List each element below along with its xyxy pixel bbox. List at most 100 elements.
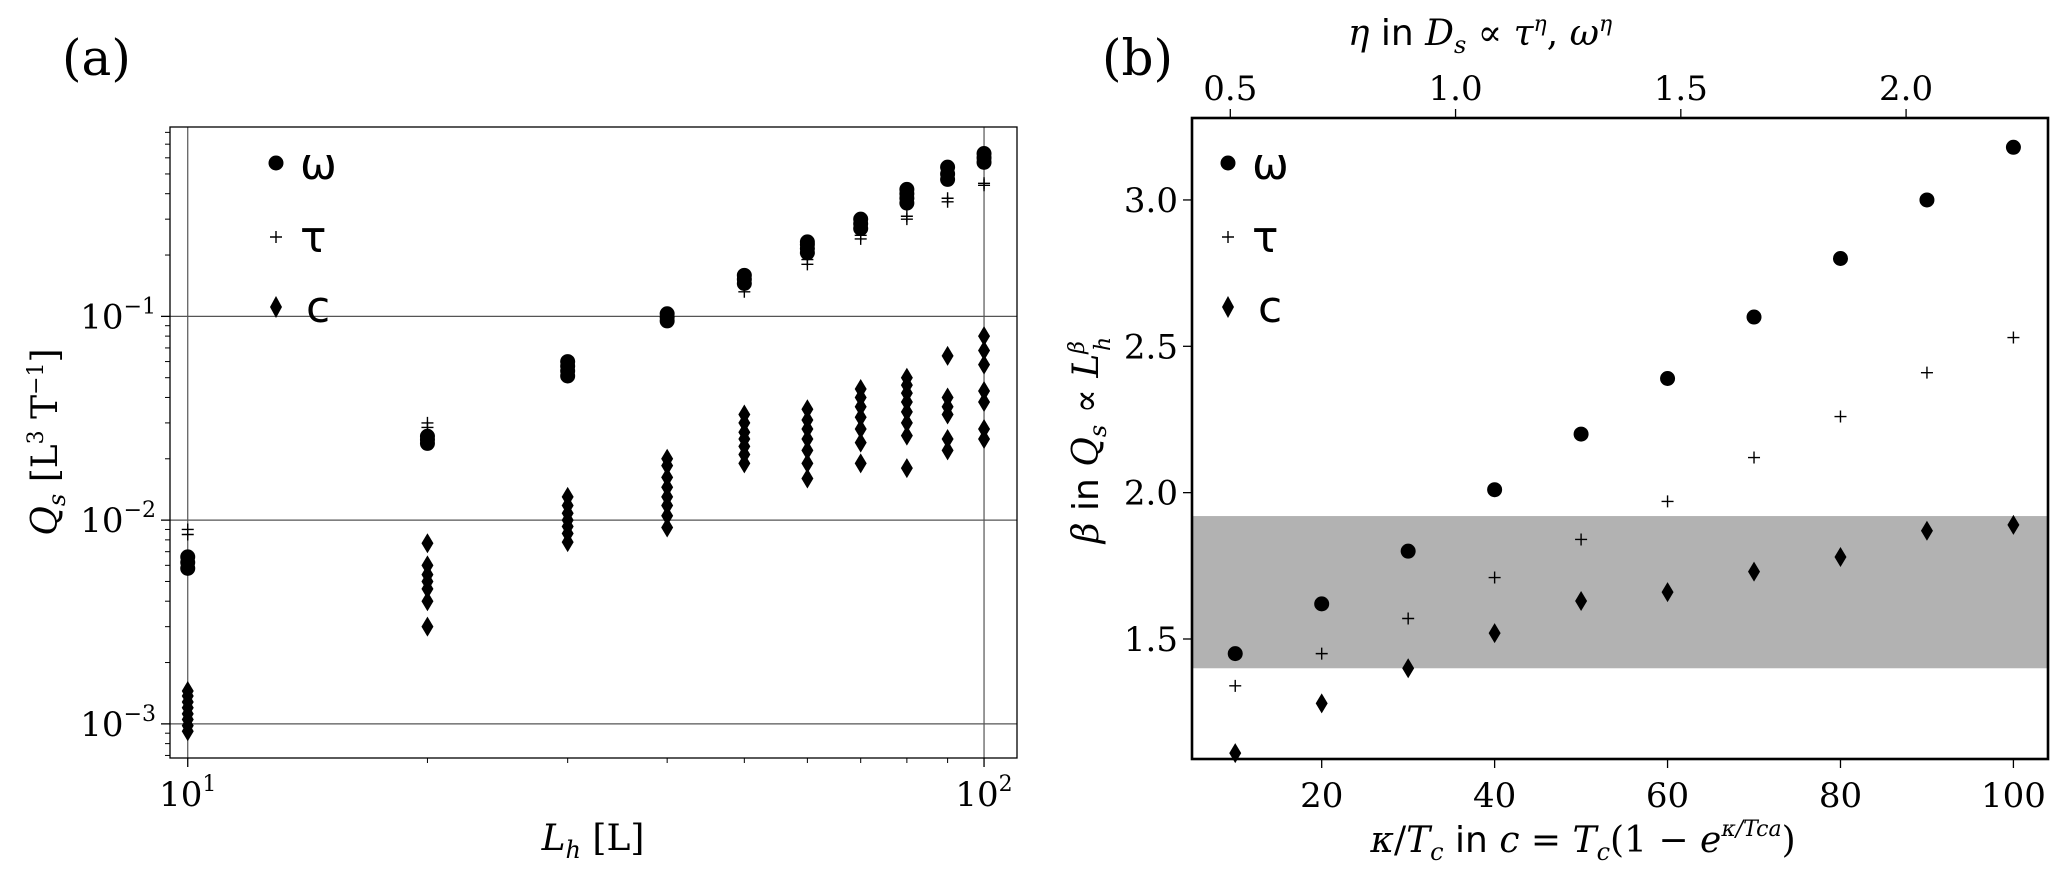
panel-a-point-tau <box>421 416 434 429</box>
panel-b-top-ticks: 0.5 1.0 1.5 2.0 <box>1203 69 1933 118</box>
panel-a-point-tau <box>978 177 991 190</box>
panel-b-legend: ω τ c <box>1220 139 1289 333</box>
panel-a-point-c <box>941 387 954 408</box>
panel-b-point-tau <box>1315 647 1328 660</box>
legend-a-tau-label: τ <box>300 212 327 263</box>
panel-a-point-omega <box>899 181 915 197</box>
panel-a-point-c <box>854 379 867 400</box>
panel-a-point-tau <box>181 523 194 536</box>
panel-a-point-c <box>978 326 991 347</box>
legend-b-tau-label: τ <box>1252 212 1279 263</box>
panel-b-point-tau <box>1834 410 1847 423</box>
panel-a-point-omega <box>659 306 675 322</box>
panel-b-frame <box>1190 116 2050 761</box>
panel-a-point-c <box>801 440 814 461</box>
panel-a-x-tick-label: 102 <box>955 772 1012 815</box>
panel-a-point-c <box>421 616 434 637</box>
panel-a-point-c <box>661 467 674 488</box>
panel-b-point-tau <box>1488 571 1501 584</box>
legend-a-omega-marker <box>268 155 284 171</box>
panel-a-point-tau <box>900 210 913 223</box>
panel-b-point-omega <box>2005 139 2021 155</box>
panel-b-point-c <box>1402 658 1415 679</box>
panel-a-point-c <box>561 486 574 507</box>
panel-b-top-tick-label: 1.5 <box>1654 69 1708 109</box>
panel-a-point-tau <box>801 253 814 266</box>
panel-a-y-title: Qs [L3 T−1] <box>24 348 71 535</box>
panel-a-point-c <box>900 367 913 388</box>
panel-b-x-tick-label: 80 <box>1819 776 1862 816</box>
panel-b-point-tau <box>1748 451 1761 464</box>
panel-a-point-c <box>854 407 867 428</box>
panel-a: (a) 101 102 10−3 10−2 10−1 ω τ c Lh [L] Qs … <box>24 29 1018 864</box>
panel-b-point-c <box>1575 590 1588 611</box>
panel-b-x-ticks: 20 40 60 80 100 <box>1300 759 2046 816</box>
panel-b-point-c <box>2007 514 2020 535</box>
legend-a-c-marker <box>270 296 282 318</box>
panel-a-point-c <box>801 453 814 474</box>
panel-b-point-tau <box>1229 679 1242 692</box>
panel-b-point-tau <box>1402 612 1415 625</box>
panel-b-points <box>1227 139 2021 764</box>
panel-a-point-omega <box>976 146 992 162</box>
panel-b-point-c <box>1229 743 1242 764</box>
panel-a-point-c <box>661 448 674 469</box>
panel-a-point-c <box>900 458 913 479</box>
panel-a-point-omega <box>419 428 435 444</box>
panel-a-point-c <box>941 345 954 366</box>
panel-b-y-ticks: 1.5 2.0 2.5 3.0 <box>1124 181 1192 660</box>
panel-b-top-tick-label: 2.0 <box>1879 69 1933 109</box>
panel-b-point-c <box>1748 561 1761 582</box>
panel-b-y-tick-label: 1.5 <box>1124 620 1178 660</box>
panel-a-point-c <box>978 340 991 361</box>
panel-b-x-tick-label: 100 <box>1981 776 2046 816</box>
panel-a-point-c <box>854 432 867 453</box>
panel-b-y-tick-label: 2.5 <box>1124 327 1178 367</box>
legend-b-omega-marker <box>1220 155 1236 171</box>
panel-a-gridlines <box>170 127 1017 758</box>
legend-b-c-label: c <box>1258 282 1282 333</box>
panel-a-point-c <box>661 505 674 526</box>
panel-b-point-tau <box>1661 495 1674 508</box>
panel-a-point-c <box>421 533 434 554</box>
panel-b-y-tick-label: 3.0 <box>1124 181 1178 221</box>
panel-b-point-tau <box>2007 331 2020 344</box>
panel-a-point-tau <box>661 314 674 327</box>
panel-a-point-omega <box>799 234 815 250</box>
panel-a-frame <box>169 126 1018 759</box>
panel-a-point-omega <box>940 159 956 175</box>
panel-a-point-c <box>978 391 991 412</box>
panel-a-point-omega <box>180 549 196 565</box>
panel-b-point-c <box>1834 547 1847 568</box>
panel-a-point-omega <box>560 354 576 370</box>
panel-a-minor-ticks <box>165 131 949 763</box>
panel-a-point-c <box>854 453 867 474</box>
panel-b-top-title: η in Ds ∝ τη, ωη <box>1348 12 1612 59</box>
panel-a-point-c <box>900 412 913 433</box>
panel-b-x-tick-label: 60 <box>1646 776 1689 816</box>
panel-a-y-tick-label: 10−2 <box>80 498 156 541</box>
panel-a-point-tau <box>854 229 867 242</box>
panel-b-point-c <box>1315 693 1328 714</box>
panel-b-top-tick-label: 1.0 <box>1429 69 1483 109</box>
panel-a-point-c <box>801 399 814 420</box>
panel-a-point-c <box>801 429 814 450</box>
panel-a-point-c <box>421 591 434 612</box>
legend-b-tau-marker <box>1222 231 1234 243</box>
panel-a-point-c <box>978 381 991 402</box>
panel-a-point-c <box>801 410 814 431</box>
panel-b-point-omega <box>1573 426 1589 442</box>
panel-a-legend: ω τ c <box>268 139 337 333</box>
panel-a-point-c <box>941 429 954 450</box>
panel-a-point-c <box>900 425 913 446</box>
panel-b-point-tau <box>1575 533 1588 546</box>
panel-b-y-title: β in Qs ∝ Lβh <box>1065 337 1116 545</box>
legend-a-tau-marker <box>270 231 282 243</box>
panel-b-point-omega <box>1314 596 1330 612</box>
panel-a-x-ticks: 101 102 <box>159 758 1013 815</box>
panel-b-point-tau <box>1920 366 1933 379</box>
panel-b-point-c <box>1920 520 1933 541</box>
panel-a-points <box>180 146 992 742</box>
panel-b-point-omega <box>1919 192 1935 208</box>
panel-b-point-omega <box>1400 543 1416 559</box>
